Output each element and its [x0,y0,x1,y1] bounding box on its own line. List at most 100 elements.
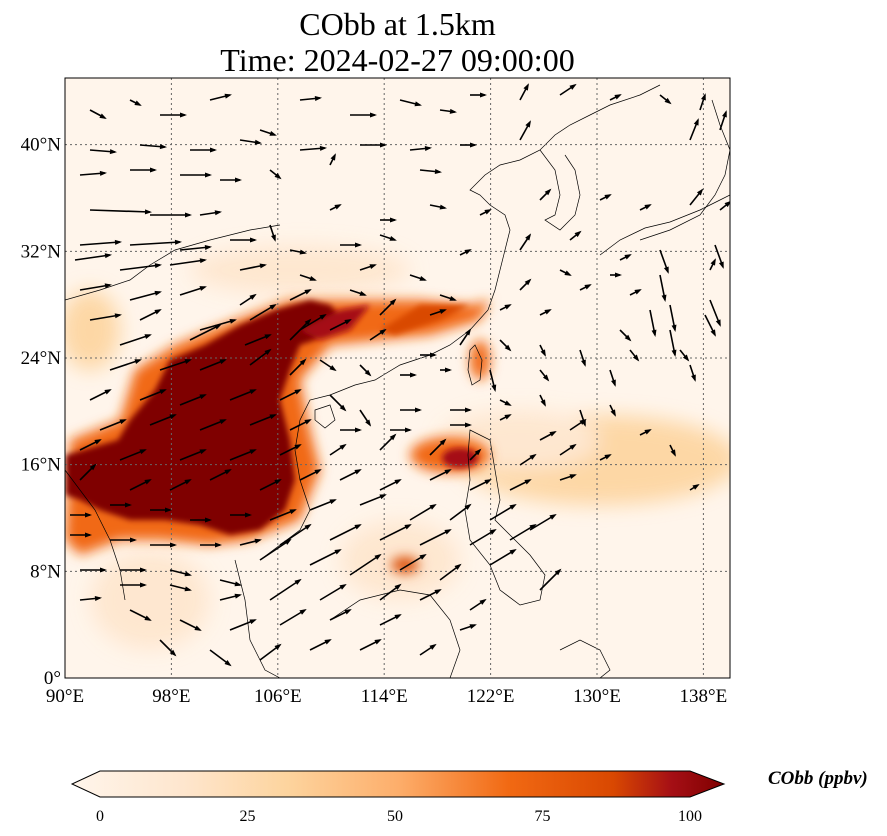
colorbar-tick-label: 0 [96,808,104,825]
wind-arrow [219,579,242,587]
wind-arrow [89,389,112,401]
wind-arrow [469,479,492,491]
wind-arrow [329,524,362,541]
wind-arrow [259,129,277,136]
wind-arrow [244,334,272,346]
wind-arrow [599,454,612,461]
wind-arrow [120,567,147,573]
coastline-north-china [469,84,661,271]
wind-arrow [559,474,577,481]
lat-tick-label: 32°N [21,241,62,262]
wind-arrow [609,369,616,387]
wind-vectors [70,83,730,667]
wind-arrow [279,389,302,401]
wind-arrow [229,619,257,631]
wind-arrow [329,443,347,456]
wind-arrow [79,596,102,601]
colorbar-tick-label: 75 [535,808,551,825]
lon-tick-label: 130°E [573,686,621,707]
wind-arrow [519,233,532,251]
plot-frame [64,77,731,679]
lat-tick-labels: 0° 8°N 16°N 24°N 32°N 40°N [21,135,62,689]
wind-arrow [179,394,207,406]
wind-arrow [420,352,437,358]
lat-tick-label: 40°N [21,135,62,156]
wind-arrow [79,239,122,246]
wind-arrow [689,118,699,141]
coastline-malay-peninsula [234,559,281,678]
wind-arrow [349,553,382,576]
wind-arrow [129,609,152,621]
wind-arrow [180,172,212,178]
wind-arrow [359,364,372,377]
wind-arrow [699,93,706,111]
wind-arrow [419,589,442,601]
wind-arrow [299,96,322,101]
wind-arrow [79,170,107,176]
wind-arrow [359,494,387,506]
lat-tick-label: 24°N [21,348,62,369]
wind-arrow [469,448,482,461]
wind-arrow [559,269,572,276]
wind-arrow [489,548,517,566]
wind-arrow [269,169,282,180]
wind-arrow [599,194,612,201]
wind-arrow [199,210,222,216]
wind-arrow [309,549,342,566]
wind-arrow [199,419,227,431]
wind-arrow [169,258,207,266]
wind-arrow [499,399,512,406]
wind-arrow [539,394,546,407]
lon-tick-label: 106°E [254,686,302,707]
wind-arrow [349,289,367,296]
wind-arrow [160,112,187,118]
wind-arrow [150,542,177,548]
wind-arrow [150,507,172,513]
wind-arrow [209,649,232,667]
wind-arrow [519,453,537,466]
wind-arrow [179,245,212,251]
lon-tick-label: 98°E [152,686,190,707]
wind-arrow [230,512,252,518]
wind-arrow [220,177,242,183]
colorbar-label: CObb (ppbv) [768,768,868,789]
lon-tick-label: 114°E [361,686,408,707]
wind-arrow [130,167,157,173]
wind-arrow [669,304,677,332]
wind-arrow [99,419,127,431]
wind-arrow [399,553,427,571]
wind-arrow [499,339,512,352]
wind-arrow [539,344,546,357]
wind-arrow [289,419,312,431]
taiwan-island [467,344,483,386]
coastline-japan-south [599,194,730,256]
colorbar-tick-label: 100 [678,808,702,825]
wind-arrow [679,349,690,362]
wind-arrow [259,479,282,491]
wind-arrow [110,537,137,543]
wind-arrow [719,201,730,211]
wind-arrow [709,299,721,327]
wind-arrow [299,313,327,331]
wind-arrow [689,483,700,491]
wind-arrow [329,319,352,331]
lat-tick-label: 8°N [30,561,61,582]
wind-arrow [529,513,557,531]
wind-arrow [609,404,616,417]
wind-arrow [139,389,167,401]
wind-arrow [669,329,677,357]
wind-arrow [209,469,232,481]
chart-title: CObb at 1.5km [299,6,496,42]
wind-arrow [419,643,437,656]
wind-arrow [329,609,352,621]
wind-arrow [79,439,102,451]
wind-arrow [289,318,312,341]
wind-arrow [229,389,257,401]
wind-arrow [119,449,147,461]
wind-arrow [470,92,487,98]
wind-arrow [380,217,397,223]
wind-arrow [659,249,669,274]
wind-arrow [169,479,192,491]
wind-arrow [569,418,587,431]
lon-tick-labels: 90°E 98°E 106°E 114°E 122°E 130°E 138°E [46,686,727,707]
